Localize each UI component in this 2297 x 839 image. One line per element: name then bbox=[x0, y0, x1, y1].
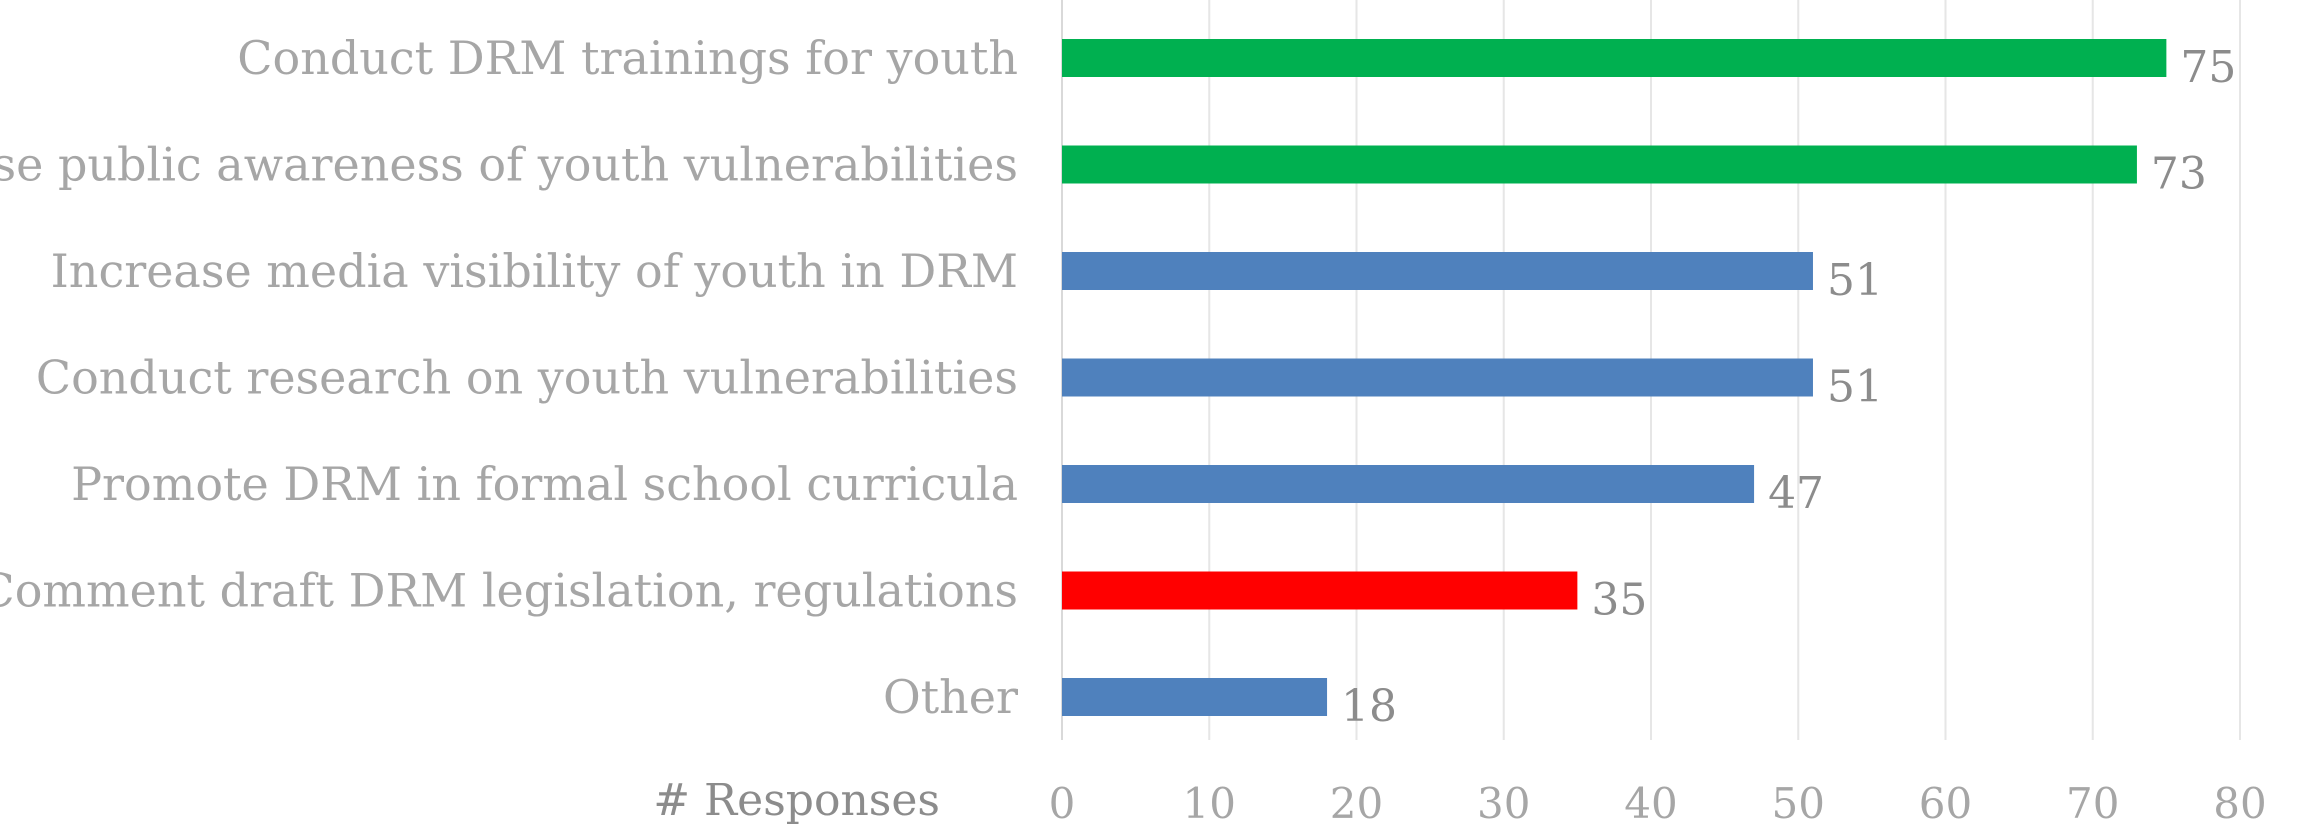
value-labels: 75 73 51 51 47 35 18 bbox=[1341, 42, 2236, 732]
data-label: 47 bbox=[1768, 468, 1824, 519]
data-label: 51 bbox=[1827, 362, 1883, 413]
category-label: Conduct DRM trainings for youth bbox=[237, 31, 1018, 85]
bar bbox=[1062, 465, 1755, 503]
data-label: 18 bbox=[1341, 681, 1397, 732]
x-tick-label: 70 bbox=[2066, 779, 2119, 828]
bar bbox=[1062, 571, 1578, 610]
x-tick-label: 20 bbox=[1330, 779, 1383, 828]
category-label: Promote DRM in formal school curricula bbox=[71, 457, 1018, 511]
data-label: 35 bbox=[1591, 575, 1647, 626]
x-tick-label: 10 bbox=[1183, 779, 1236, 828]
category-label: Other bbox=[883, 670, 1018, 724]
bar bbox=[1062, 145, 2137, 184]
x-axis-ticks: 0 10 20 30 40 50 60 70 80 bbox=[1049, 779, 2267, 828]
category-label: Comment draft DRM legislation, regulatio… bbox=[0, 564, 1018, 618]
category-label: Raise public awareness of youth vulnerab… bbox=[0, 138, 1018, 192]
bar bbox=[1062, 678, 1328, 716]
x-axis-title: # Responses bbox=[653, 775, 940, 826]
bar bbox=[1062, 39, 2167, 77]
x-tick-label: 80 bbox=[2213, 779, 2266, 828]
x-tick-label: 0 bbox=[1049, 779, 1076, 828]
x-tick-label: 30 bbox=[1477, 779, 1530, 828]
data-label: 73 bbox=[2151, 149, 2207, 200]
x-tick-label: 40 bbox=[1624, 779, 1677, 828]
bar bbox=[1062, 358, 1813, 397]
category-label: Conduct research on youth vulnerabilitie… bbox=[36, 351, 1018, 405]
category-label: Increase media visibility of youth in DR… bbox=[51, 244, 1018, 298]
data-label: 51 bbox=[1827, 255, 1883, 306]
data-label: 75 bbox=[2180, 42, 2236, 93]
x-tick-label: 60 bbox=[1919, 779, 1972, 828]
category-labels: Conduct DRM trainings for youth Raise pub… bbox=[0, 31, 1018, 724]
x-tick-label: 50 bbox=[1772, 779, 1825, 828]
bars bbox=[1062, 39, 2167, 716]
bar bbox=[1062, 252, 1813, 290]
